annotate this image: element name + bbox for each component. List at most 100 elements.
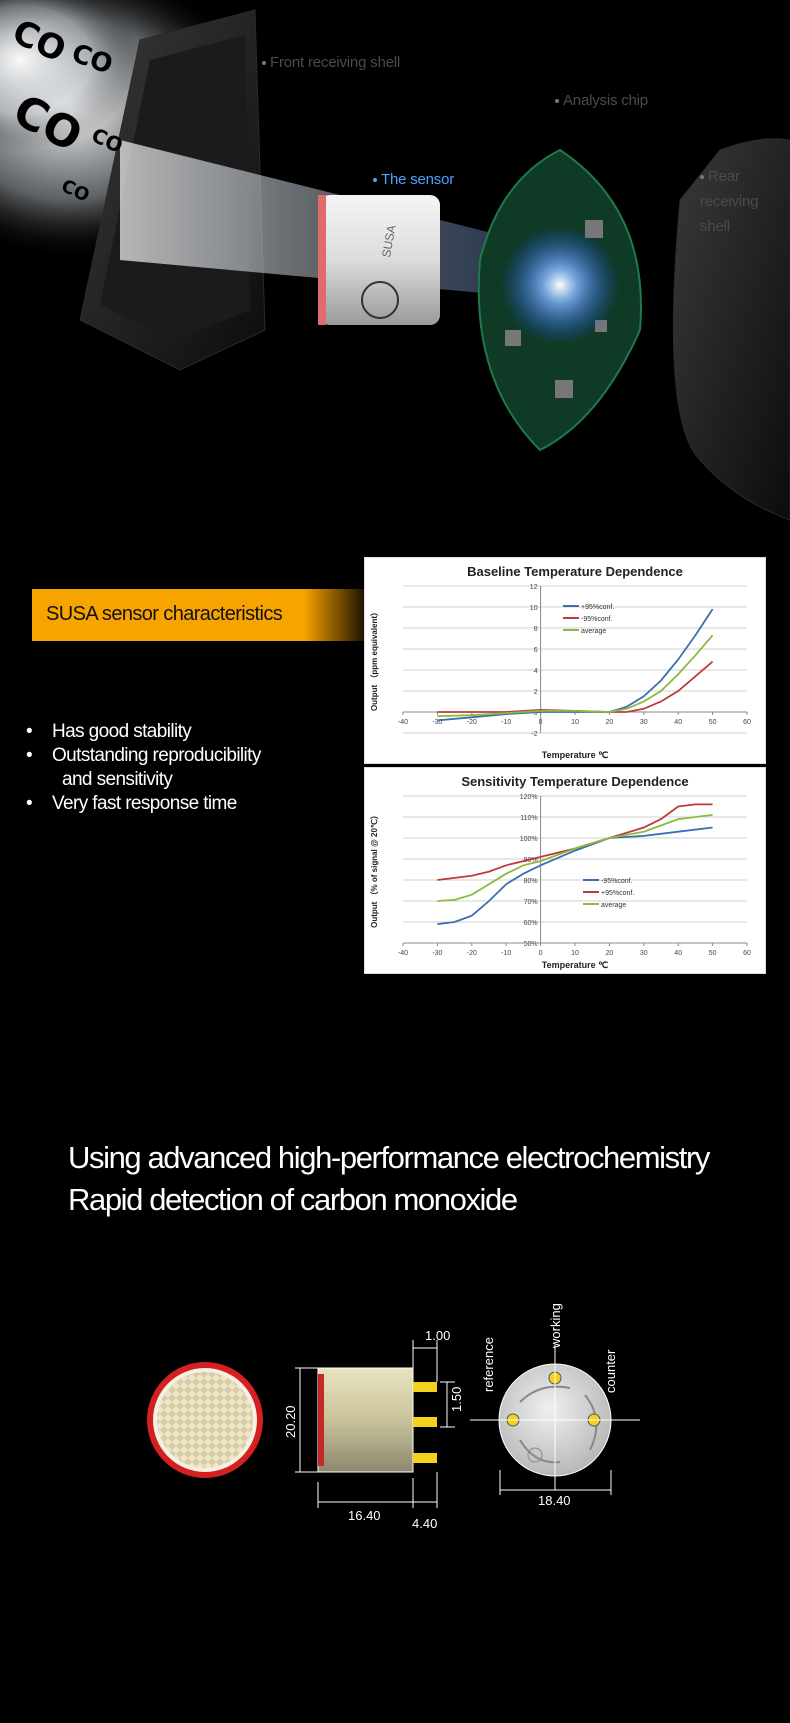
legend-label: +95%conf. [581,604,614,611]
y-tick-label: 110% [520,815,537,822]
x-axis-label: Temperature ℃ [542,960,608,970]
y-tick-label: 4 [534,668,538,675]
callout-label: Front receiving shell [270,54,401,71]
x-tick-label: -10 [501,719,511,726]
x-tick-label: 60 [743,950,751,957]
dim-pin-top: 1.00 [425,1328,450,1343]
analysis-chip-board [477,148,642,452]
callout-rear-shell: Rear receiving shell [700,164,770,239]
characteristics-banner: SUSA sensor characteristics [32,589,372,641]
bullet-icon: • [26,721,33,742]
feature-text: Outstanding reproducibility [52,745,261,766]
x-tick-label: -40 [398,719,408,726]
x-tick-label: 30 [640,719,648,726]
feature-item: • Has good stability [26,720,356,744]
sensor-side-view: 20.20 16.40 4.40 1.00 1.50 [283,1328,464,1531]
x-tick-label: 0 [539,950,543,957]
x-tick-label: 40 [674,950,682,957]
feature-text: Very fast response time [52,793,237,814]
y-tick-label: -2 [531,731,537,738]
dimension-drawing-svg: 20.20 16.40 4.40 1.00 1.50 [147,1303,640,1531]
callout-dot [555,99,559,104]
y-axis-label: Output （ppm equivalent） [369,608,379,711]
callout-label: Analysis chip [563,92,648,109]
x-tick-label: -30 [432,950,442,957]
callout-analysis-chip: Analysis chip [555,92,648,109]
sensitivity-chart: Sensitivity Temperature Dependence 50% 60%… [364,767,766,974]
callout-sensor: The sensor [373,171,454,188]
pin-label-working: working [548,1303,563,1349]
x-tick-label: 10 [571,719,579,726]
x-tick-label: 0 [539,719,543,726]
chart-title: Baseline Temperature Dependence [467,564,683,579]
series-line [437,803,713,881]
dim-body-length: 16.40 [348,1508,381,1523]
sensor-bottom-view: 18.40 working reference counter [470,1303,640,1508]
y-tick-label: 120% [520,794,538,801]
x-tick-label: -20 [467,719,477,726]
callout-label: Rear receiving shell [700,168,759,235]
callout-dot [373,178,377,183]
x-tick-label: -30 [432,719,442,726]
y-tick-label: 70% [524,899,538,906]
callout-front-shell: Front receiving shell [262,54,400,71]
series-line [437,634,714,718]
pin-label-reference: reference [481,1337,496,1392]
x-tick-label: 20 [606,950,614,957]
series-line [437,660,714,713]
characteristics-title: SUSA sensor characteristics [46,603,283,625]
y-tick-label: 100% [520,836,538,843]
y-tick-label: 90% [524,857,538,864]
dim-diameter: 18.40 [538,1493,571,1508]
sensor-front-face [147,1362,263,1478]
x-tick-label: 60 [743,719,751,726]
sensor-brand: SUSA [379,224,398,259]
feature-text: and sensitivity [62,769,173,790]
callout-label: The sensor [381,171,455,188]
sensitivity-chart-svg: Sensitivity Temperature Dependence 50% 60%… [369,774,751,970]
y-tick-label: 10 [530,605,538,612]
legend-label: +95%conf. [601,890,634,897]
callout-dot [262,61,266,66]
y-axis-label: Output （% of signal @ 20℃） [369,811,379,928]
y-tick-label: 0 [534,710,538,717]
x-tick-label: 50 [709,719,717,726]
dim-pin-length: 4.40 [412,1516,437,1531]
feature-item: • Very fast response time [26,792,356,816]
sensor-canister: SUSA [318,195,440,325]
baseline-chart: Baseline Temperature Dependence -2 0 2 4 6 8 10… [364,557,766,764]
feature-item: • Outstanding reproducibility [26,744,356,768]
x-tick-label: -40 [398,950,408,957]
legend-label: average [601,902,626,909]
x-tick-label: 50 [709,950,717,957]
x-tick-label: 20 [606,719,614,726]
y-tick-label: 12 [530,584,538,591]
y-tick-label: 60% [524,920,538,927]
bullet-icon: • [26,793,33,814]
chart-title: Sensitivity Temperature Dependence [461,774,688,789]
dim-height: 20.20 [283,1405,298,1438]
y-tick-label: 8 [534,626,538,633]
dim-pin-spacing: 1.50 [449,1387,464,1412]
x-tick-label: -20 [467,950,477,957]
legend-label: average [581,628,606,635]
headline-line-2: Rapid detection of carbon monoxide [68,1182,518,1217]
feature-item-continuation: and sensitivity [26,768,356,792]
x-axis-label: Temperature ℃ [542,750,608,760]
y-tick-label: 2 [534,689,538,696]
y-tick-label: 6 [534,647,538,654]
legend-label: -95%conf. [581,616,613,623]
series-line [437,608,714,722]
y-tick-label: 80% [524,878,538,885]
x-tick-label: 10 [571,950,579,957]
x-tick-label: -10 [501,950,511,957]
hero-exploded-view: SUSA CO CO CO CO CO Front receiving shel… [0,0,790,540]
headline: Using advanced high-performance electroc… [68,1137,768,1221]
series-line [437,826,713,925]
x-tick-label: 30 [640,950,648,957]
hero-illustration: SUSA CO CO CO CO CO [0,0,790,521]
y-tick-label: 50% [524,941,538,948]
dimension-drawing: 20.20 16.40 4.40 1.00 1.50 [0,1290,790,1550]
pin-label-counter: counter [603,1349,618,1393]
callout-dot [700,175,704,180]
